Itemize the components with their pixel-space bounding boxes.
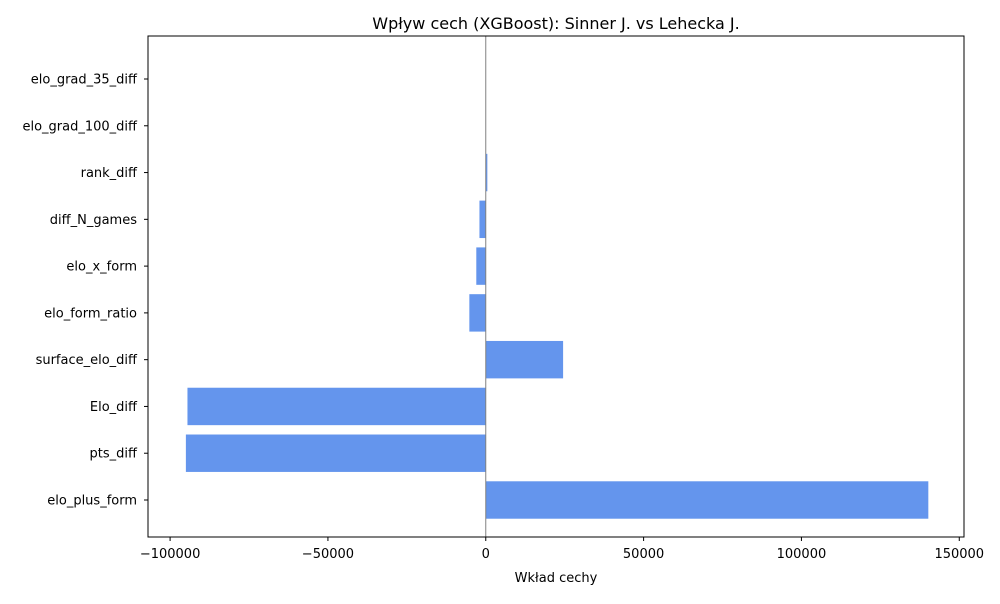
- chart-title: Wpływ cech (XGBoost): Sinner J. vs Lehec…: [372, 14, 739, 33]
- x-axis: −100000 −50000 0 50000 100000 150000: [140, 537, 984, 562]
- y-tick-label-elo_grad_100_diff: elo_grad_100_diff: [22, 119, 138, 134]
- x-tick-label-5: 150000: [934, 547, 984, 562]
- x-tick-label-2: 0: [482, 547, 490, 562]
- y-tick-label-elo_form_ratio: elo_form_ratio: [44, 306, 137, 321]
- bar-elo_plus_form: [486, 481, 929, 518]
- y-tick-label-elo_x_form: elo_x_form: [66, 260, 137, 275]
- x-tick-label-1: −50000: [302, 547, 354, 562]
- x-tick-label-4: 100000: [777, 547, 827, 562]
- bar-pts_diff: [186, 435, 486, 472]
- y-tick-label-Elo_diff: Elo_diff: [90, 400, 138, 415]
- y-tick-label-rank_diff: rank_diff: [81, 166, 138, 181]
- bar-diff_N_games: [479, 201, 485, 238]
- bar-elo_form_ratio: [469, 294, 485, 331]
- y-tick-label-diff_N_games: diff_N_games: [50, 213, 137, 228]
- bar-surface_elo_diff: [486, 341, 563, 378]
- bar-Elo_diff: [187, 388, 485, 425]
- bar-elo_x_form: [476, 247, 485, 284]
- y-axis: elo_plus_form pts_diff Elo_diff surface_elo…: [22, 73, 148, 509]
- y-tick-label-surface_elo_diff: surface_elo_diff: [36, 353, 138, 368]
- y-tick-label-pts_diff: pts_diff: [90, 447, 138, 462]
- y-tick-label-elo_plus_form: elo_plus_form: [47, 494, 137, 509]
- x-tick-label-3: 50000: [623, 547, 664, 562]
- x-tick-label-0: −100000: [140, 547, 201, 562]
- bars-group: [186, 60, 928, 518]
- x-axis-label: Wkład cechy: [515, 571, 598, 586]
- y-tick-label-elo_grad_35_diff: elo_grad_35_diff: [31, 73, 138, 88]
